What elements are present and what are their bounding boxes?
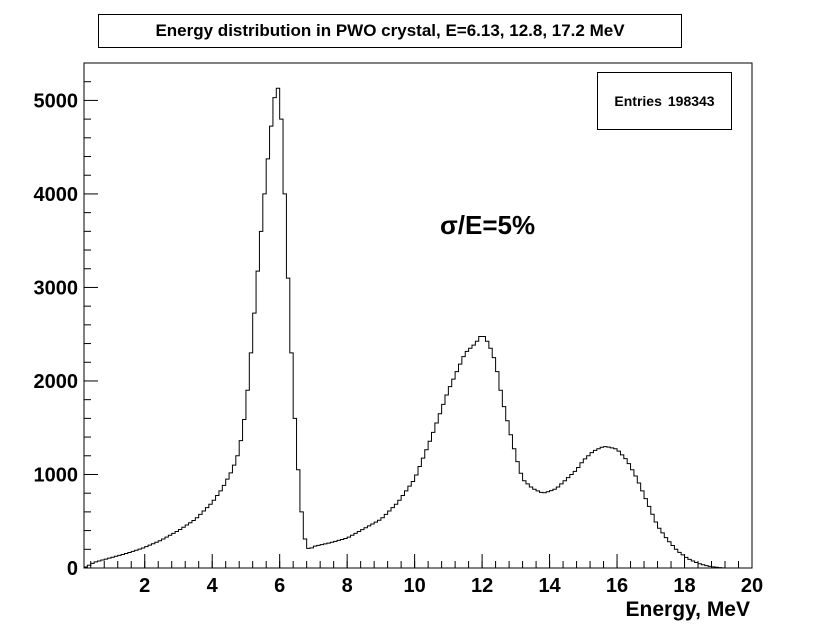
x-tick-label: 8 [342, 575, 353, 597]
x-axis: 2 4 6 8 10 12 14 16 18 20 [90, 554, 763, 597]
x-axis-title: Energy, MeV [626, 598, 750, 621]
stats-box: Entries 198343 [597, 72, 732, 130]
y-tick-label: 0 [67, 558, 78, 580]
stats-entries-value: 198343 [667, 93, 715, 109]
x-tick-label: 2 [139, 575, 150, 597]
x-tick-label: 14 [538, 575, 561, 597]
y-tick-label: 1000 [34, 464, 79, 486]
y-tick-label: 3000 [34, 277, 79, 299]
y-tick-label: 4000 [34, 184, 79, 206]
y-axis: 0 1000 2000 3000 4000 5000 [34, 62, 98, 580]
resolution-annotation: σ/E=5% [440, 210, 536, 240]
plot-frame [83, 62, 753, 569]
x-tick-label: 10 [404, 575, 426, 597]
x-tick-label: 4 [207, 575, 219, 597]
y-tick-label: 2000 [34, 371, 79, 393]
x-tick-label: 12 [471, 575, 493, 597]
stats-entries-label: Entries [614, 93, 662, 109]
histogram-line [83, 87, 752, 569]
y-tick-label: 5000 [34, 90, 79, 112]
x-tick-label: 20 [741, 575, 763, 597]
x-tick-label: 6 [274, 575, 285, 597]
x-tick-label: 16 [606, 575, 628, 597]
chart-title: Energy distribution in PWO crystal, E=6.… [98, 14, 682, 48]
x-tick-label: 18 [673, 575, 695, 597]
